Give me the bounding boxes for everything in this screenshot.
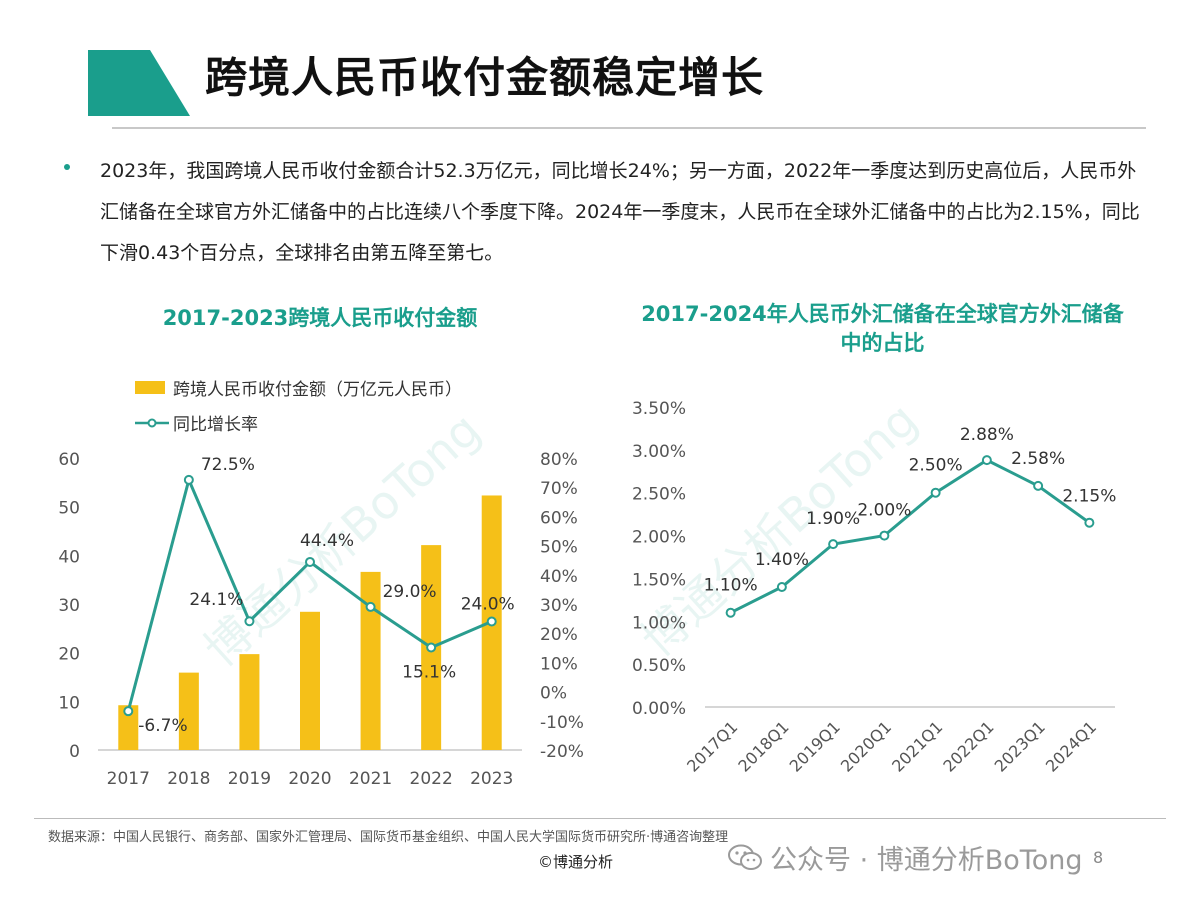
share-axis-tick-3.50%: 3.50% <box>632 399 686 419</box>
share-axis-tick-0.00%: 0.00% <box>632 699 686 719</box>
right-axis-tick-70%: 70% <box>540 479 578 499</box>
share-point-2020Q1 <box>879 530 890 541</box>
share-x-label-2024Q1: 2024Q1 <box>1042 717 1100 775</box>
left-axis-tick-30: 30 <box>58 596 80 616</box>
left-axis-tick-0: 0 <box>69 742 80 762</box>
share-point-2017Q1 <box>725 607 736 618</box>
share-label-2020Q1: 2.00% <box>857 501 911 521</box>
growth-point-2018 <box>183 474 194 485</box>
growth-label-2019: 24.1% <box>189 590 243 610</box>
share-point-2024Q1 <box>1084 517 1095 528</box>
share-x-label-2021Q1: 2021Q1 <box>888 717 946 775</box>
share-x-label-2023Q1: 2023Q1 <box>991 717 1049 775</box>
share-point-2019Q1 <box>828 539 839 550</box>
growth-point-2021 <box>365 601 376 612</box>
right-axis-tick--10%: -10% <box>540 713 584 733</box>
growth-point-2020 <box>305 556 315 567</box>
left-x-label-2020: 2020 <box>288 769 331 789</box>
share-x-label-2019Q1: 2019Q1 <box>786 717 844 775</box>
share-x-label-2018Q1: 2018Q1 <box>734 717 792 775</box>
share-point-2022Q1 <box>981 455 992 466</box>
legend-item-growth: 同比增长率 <box>135 410 258 435</box>
left-x-label-2017: 2017 <box>107 769 150 789</box>
growth-label-2017: -6.7% <box>138 716 187 736</box>
left-axis-tick-10: 10 <box>58 693 80 713</box>
growth-point-2019 <box>244 616 255 627</box>
share-axis-tick-1.00%: 1.00% <box>632 613 686 633</box>
left-x-label-2021: 2021 <box>349 769 392 789</box>
right-axis-tick-30%: 30% <box>540 596 578 616</box>
right-axis-tick-80%: 80% <box>540 450 578 470</box>
right-axis-tick--20%: -20% <box>540 742 584 762</box>
share-label-2018Q1: 1.40% <box>755 550 809 570</box>
legend-item-amount: 跨境人民币收付金额（万亿元人民币） <box>135 375 462 400</box>
page-number: 8 <box>1093 848 1104 867</box>
share-axis-tick-2.50%: 2.50% <box>632 485 686 505</box>
left-axis-tick-60: 60 <box>58 450 80 470</box>
growth-label-2021: 29.0% <box>383 582 437 602</box>
legend-bar-swatch <box>135 381 165 394</box>
left-x-label-2023: 2023 <box>470 769 513 789</box>
share-x-label-2017Q1: 2017Q1 <box>683 717 741 775</box>
copyright-text: ©博通分析 <box>538 853 614 871</box>
share-label-2017Q1: 1.10% <box>704 576 758 596</box>
share-label-2023Q1: 2.58% <box>1011 449 1065 469</box>
footer-divider <box>34 818 1166 819</box>
amount-bar-2017 <box>118 705 139 750</box>
growth-point-2022 <box>426 642 437 653</box>
title-accent-shape <box>88 50 190 116</box>
share-label-2019Q1: 1.90% <box>806 509 860 529</box>
growth-label-2023: 24.0% <box>461 595 515 615</box>
legend-line-swatch <box>135 418 169 427</box>
wechat-account-label: 公众号 · 博通分析BoTong <box>770 845 1083 876</box>
amount-bar-2018 <box>178 672 199 750</box>
share-point-2021Q1 <box>930 487 941 498</box>
wechat-account-mark: 公众号 · 博通分析BoTong <box>728 838 1082 877</box>
share-label-2024Q1: 2.15% <box>1062 487 1116 507</box>
growth-point-2017 <box>123 706 134 717</box>
growth-point-2023 <box>486 616 497 627</box>
share-x-label-2020Q1: 2020Q1 <box>837 717 895 775</box>
left-axis-tick-20: 20 <box>58 645 80 665</box>
amount-bar-2020 <box>300 611 320 750</box>
growth-label-2018: 72.5% <box>201 455 255 475</box>
left-axis-tick-40: 40 <box>58 547 80 567</box>
right-axis-tick-60%: 60% <box>540 508 578 528</box>
amount-bar-2021 <box>360 571 381 750</box>
share-axis-tick-1.50%: 1.50% <box>632 570 686 590</box>
right-axis-tick-10%: 10% <box>540 654 578 674</box>
growth-label-2020: 44.4% <box>300 531 354 551</box>
slide-title: 跨境人民币收付金额稳定增长 <box>205 53 765 102</box>
growth-label-2022: 15.1% <box>402 663 456 683</box>
legend-label-amount: 跨境人民币收付金额（万亿元人民币） <box>173 380 462 400</box>
share-label-2022Q1: 2.88% <box>960 425 1014 445</box>
data-source-note: 数据来源：中国人民银行、商务部、国家外汇管理局、国际货币基金组织、中国人民大学国… <box>48 830 729 845</box>
share-axis-tick-3.00%: 3.00% <box>632 442 686 462</box>
right-chart-title: 2017-2024年人民币外汇储备在全球官方外汇储备中的占比 <box>641 302 1124 355</box>
right-axis-tick-40%: 40% <box>540 567 578 587</box>
bullet-marker <box>64 164 70 170</box>
share-axis-tick-0.50%: 0.50% <box>632 656 686 676</box>
share-x-label-2022Q1: 2022Q1 <box>939 717 997 775</box>
summary-paragraph: 2023年，我国跨境人民币收付金额合计52.3万亿元，同比增长24%；另一方面，… <box>100 160 1140 264</box>
share-axis-tick-2.00%: 2.00% <box>632 528 686 548</box>
right-axis-tick-20%: 20% <box>540 625 578 645</box>
left-x-label-2022: 2022 <box>410 769 453 789</box>
share-point-2023Q1 <box>1033 480 1044 491</box>
share-label-2021Q1: 2.50% <box>909 456 963 476</box>
left-chart-title: 2017-2023跨境人民币收付金额 <box>162 306 478 330</box>
share-point-2018Q1 <box>776 582 787 592</box>
reserve-share-line <box>729 458 1091 615</box>
title-divider <box>112 127 1146 129</box>
legend-label-growth: 同比增长率 <box>173 415 258 435</box>
right-axis-tick-50%: 50% <box>540 538 578 558</box>
left-axis-tick-50: 50 <box>58 499 80 519</box>
right-axis-tick-0%: 0% <box>540 684 567 704</box>
wechat-icon <box>728 844 762 870</box>
left-x-label-2018: 2018 <box>167 769 210 789</box>
amount-bar-2019 <box>239 654 260 750</box>
left-x-label-2019: 2019 <box>228 769 271 789</box>
